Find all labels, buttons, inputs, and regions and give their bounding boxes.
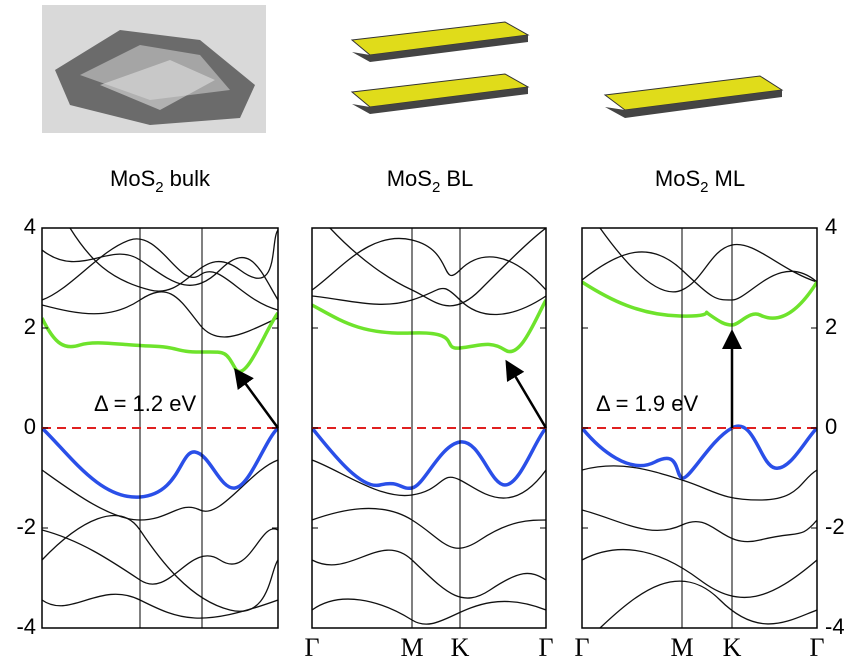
k-point-label: K — [723, 633, 742, 662]
panel-bulk-bands — [42, 228, 278, 618]
title-part: BL — [446, 166, 473, 191]
gap-label: Δ = 1.2 eV — [94, 391, 196, 416]
y-tick-label: 4 — [24, 214, 36, 239]
y-tick-label: -4 — [825, 614, 845, 639]
y-tick-label: -2 — [825, 514, 845, 539]
y-tick-label: 0 — [24, 414, 36, 439]
bilayer-image — [352, 22, 528, 114]
title-part: 2 — [432, 179, 440, 196]
title-part: 2 — [155, 179, 163, 196]
panel-title: MoS2 ML — [655, 166, 745, 196]
y-tick-label: 4 — [825, 214, 837, 239]
bulk-image — [42, 5, 266, 133]
title-part: MoS — [110, 166, 155, 191]
title-part: 2 — [700, 179, 708, 196]
gap-label: Δ = 1.9 eV — [596, 391, 698, 416]
y-tick-label: -2 — [16, 514, 36, 539]
y-tick-label: -4 — [16, 614, 36, 639]
panel-bl-bands — [312, 228, 546, 624]
k-point-label: Γ — [809, 633, 824, 662]
title-part: MoS — [655, 166, 700, 191]
panel-title: MoS2 BL — [387, 166, 474, 196]
k-point-label: Γ — [538, 633, 553, 662]
y-tick-label: 2 — [825, 314, 837, 339]
k-point-label: Γ — [574, 633, 589, 662]
k-point-label: Γ — [304, 633, 319, 662]
k-point-label: K — [451, 633, 470, 662]
y-tick-label: 2 — [24, 314, 36, 339]
title-part: bulk — [170, 166, 211, 191]
figure: 442200-2-2-4-4MoS2bulkΔ = 1.2 eVMoS2BLΓM… — [0, 0, 851, 668]
k-point-label: M — [400, 633, 423, 662]
k-point-label: M — [670, 633, 693, 662]
title-part: ML — [715, 166, 746, 191]
monolayer-image — [605, 76, 782, 118]
y-tick-label: 0 — [825, 414, 837, 439]
panel-title: MoS2 bulk — [110, 166, 211, 196]
title-part: MoS — [387, 166, 432, 191]
